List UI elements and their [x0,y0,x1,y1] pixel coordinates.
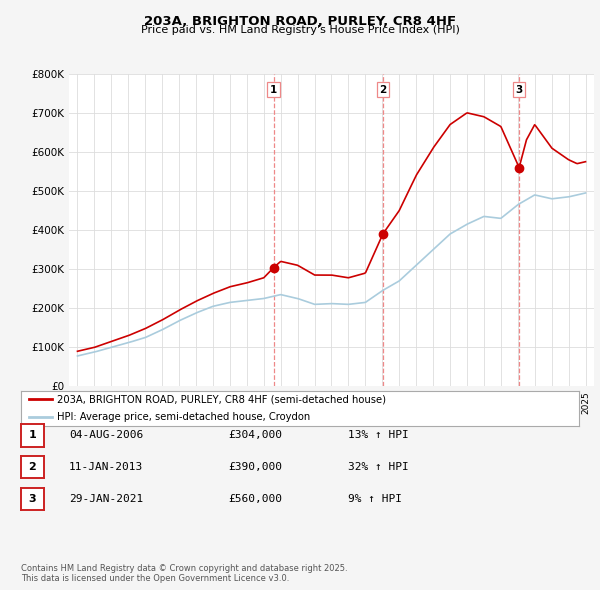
Text: 1: 1 [270,85,277,94]
Text: 9% ↑ HPI: 9% ↑ HPI [348,494,402,504]
Text: Price paid vs. HM Land Registry's House Price Index (HPI): Price paid vs. HM Land Registry's House … [140,25,460,35]
Text: 13% ↑ HPI: 13% ↑ HPI [348,431,409,440]
Text: Contains HM Land Registry data © Crown copyright and database right 2025.
This d: Contains HM Land Registry data © Crown c… [21,563,347,583]
Text: 3: 3 [515,85,523,94]
Text: 2: 2 [379,85,386,94]
Text: 11-JAN-2013: 11-JAN-2013 [69,463,143,472]
Text: 32% ↑ HPI: 32% ↑ HPI [348,463,409,472]
Text: HPI: Average price, semi-detached house, Croydon: HPI: Average price, semi-detached house,… [57,412,311,422]
Text: 1: 1 [29,431,36,440]
Text: 04-AUG-2006: 04-AUG-2006 [69,431,143,440]
Text: 203A, BRIGHTON ROAD, PURLEY, CR8 4HF: 203A, BRIGHTON ROAD, PURLEY, CR8 4HF [144,15,456,28]
Text: £304,000: £304,000 [228,431,282,440]
Text: £390,000: £390,000 [228,463,282,472]
Text: 3: 3 [29,494,36,504]
Text: 29-JAN-2021: 29-JAN-2021 [69,494,143,504]
Text: £560,000: £560,000 [228,494,282,504]
Text: 203A, BRIGHTON ROAD, PURLEY, CR8 4HF (semi-detached house): 203A, BRIGHTON ROAD, PURLEY, CR8 4HF (se… [57,395,386,404]
Text: 2: 2 [29,463,36,472]
